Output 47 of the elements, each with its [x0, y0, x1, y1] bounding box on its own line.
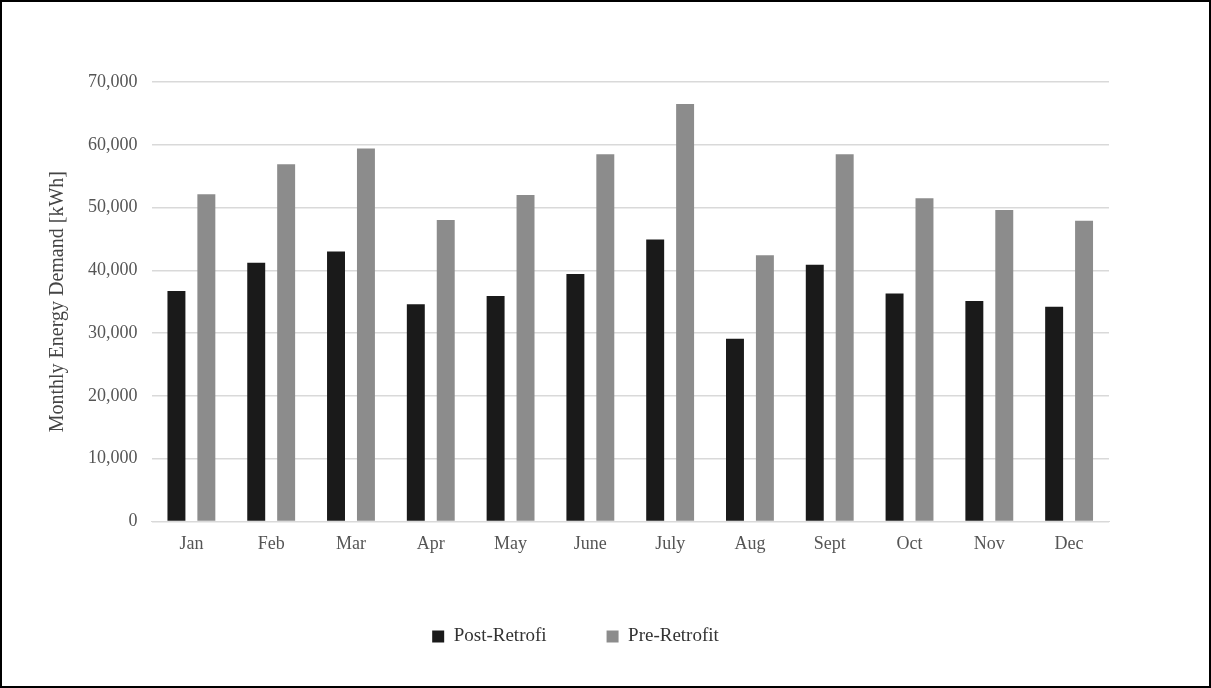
bar [197, 194, 216, 521]
bar [596, 154, 615, 521]
bar [277, 164, 296, 521]
x-tick-label: June [573, 532, 607, 553]
bar [915, 198, 934, 521]
y-tick-label: 60,000 [88, 133, 138, 154]
bar [726, 338, 744, 521]
bar [327, 251, 345, 521]
x-tick-label: Nov [973, 532, 1005, 553]
y-tick-label: 70,000 [88, 70, 138, 91]
bar [835, 154, 854, 521]
x-tick-label: Aug [734, 532, 766, 553]
bar [247, 262, 266, 521]
bar [676, 103, 695, 521]
bar [965, 301, 984, 521]
bar [995, 210, 1014, 521]
bar [646, 239, 665, 521]
x-tick-label: Jan [179, 532, 204, 553]
bar [566, 274, 585, 521]
bar [486, 296, 505, 521]
bar [1075, 220, 1094, 521]
bar [885, 293, 904, 521]
bar [356, 148, 375, 521]
x-tick-label: July [655, 532, 686, 553]
legend-label: Post-Retrofi [453, 624, 547, 646]
x-tick-label: Sept [813, 532, 846, 553]
bar [755, 255, 774, 521]
y-tick-label: 10,000 [88, 447, 138, 468]
x-tick-label: Apr [416, 532, 445, 553]
x-tick-label: Mar [335, 532, 366, 553]
x-tick-label: Feb [257, 532, 285, 553]
y-tick-label: 40,000 [88, 259, 138, 280]
y-axis-title: Monthly Energy Demand [kWh] [45, 171, 69, 433]
bar [436, 220, 455, 521]
x-tick-label: Dec [1054, 532, 1084, 553]
x-tick-label: Oct [896, 532, 923, 553]
x-tick-label: May [494, 532, 528, 553]
y-tick-label: 0 [128, 510, 138, 531]
y-tick-label: 20,000 [88, 384, 138, 405]
legend-label: Pre-Retrofit [628, 624, 720, 646]
bar [805, 264, 824, 521]
bar [406, 304, 425, 521]
bar [1045, 306, 1064, 521]
y-tick-label: 50,000 [88, 196, 138, 217]
y-tick-label: 30,000 [88, 321, 138, 342]
bar [516, 194, 535, 521]
bar [167, 291, 186, 521]
